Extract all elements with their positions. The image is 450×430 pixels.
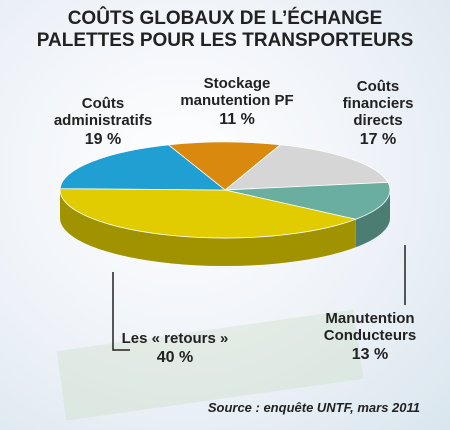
- slice: [167, 141, 282, 191]
- category-label: Coûts administratifs: [53, 95, 153, 129]
- slice-label: Coûts financiers directs 17 %: [328, 78, 428, 148]
- value-label: 11 %: [219, 111, 255, 128]
- slice-label: Les « retours » 40 %: [95, 330, 255, 366]
- slice-label: Coûts administratifs 19 %: [48, 95, 158, 148]
- slice-side: [355, 190, 390, 248]
- slice: [223, 144, 389, 191]
- slice-label: Manutention Conducteurs 13 %: [305, 310, 435, 363]
- slice-side: [59, 190, 356, 267]
- source: Source : enquête UNTF, mars 2011: [207, 400, 420, 415]
- slice: [59, 144, 227, 191]
- category-label: Manutention Conducteurs: [323, 310, 417, 344]
- leader-line: [112, 272, 130, 351]
- slice: [224, 181, 391, 220]
- slice: [59, 188, 358, 239]
- slice-label: Stockage manutention PF 11 %: [167, 75, 307, 128]
- banknote-decor: [56, 309, 364, 421]
- value-label: 40 %: [156, 349, 194, 366]
- chart-title: COÛTS GLOBAUX DE L’ÉCHANGE PALETTES POUR…: [36, 8, 414, 51]
- value-label: 19 %: [84, 131, 122, 148]
- pie: [59, 141, 391, 267]
- value-label: 13 %: [351, 346, 389, 363]
- category-label: Coûts financiers directs: [342, 78, 414, 129]
- category-label: Les « retours »: [121, 330, 229, 347]
- category-label: Stockage manutention PF: [180, 75, 294, 109]
- value-label: 17 %: [359, 131, 397, 148]
